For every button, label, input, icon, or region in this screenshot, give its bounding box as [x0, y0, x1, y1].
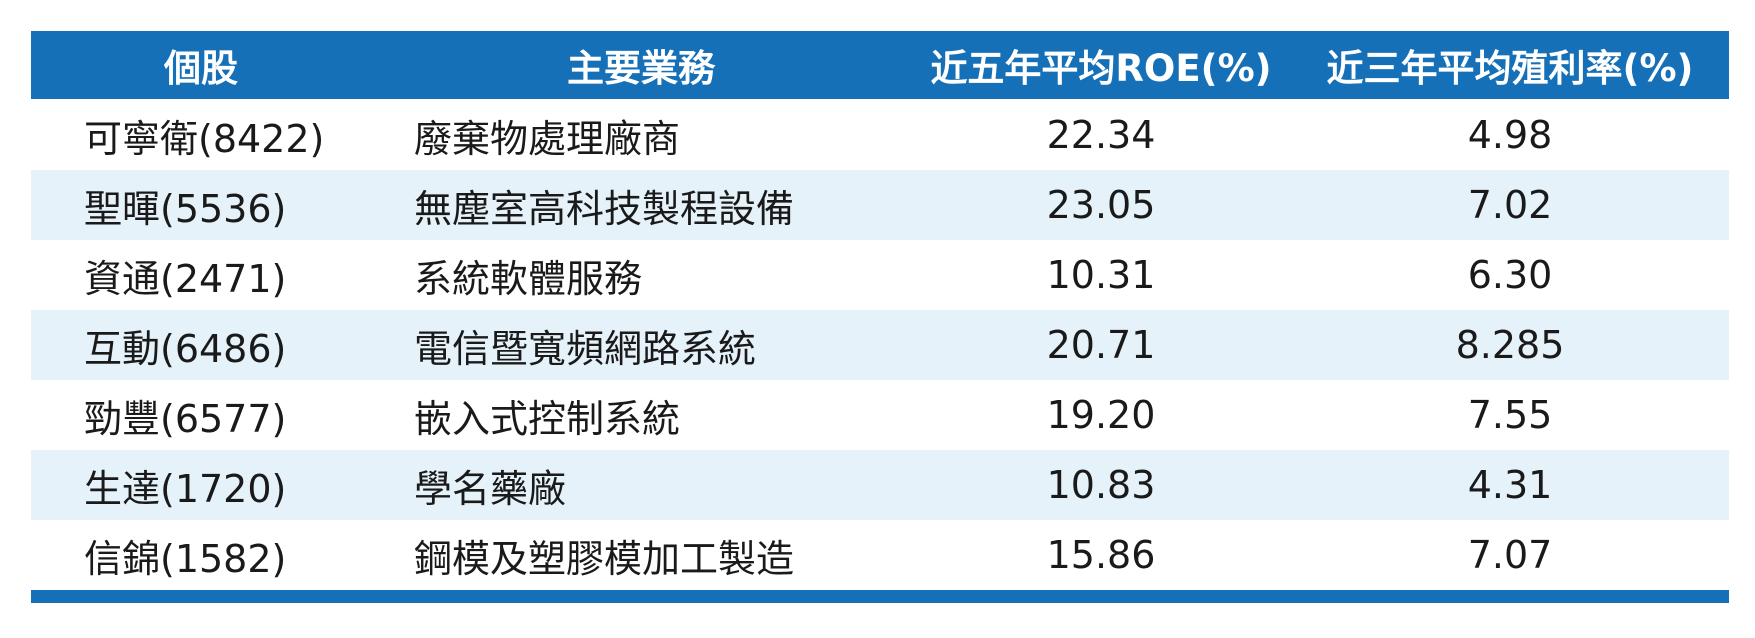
table-cell: 10.31 [1046, 253, 1156, 297]
header-cell: 近三年平均殖利率(%) [1326, 47, 1694, 90]
table-cell: 8.285 [1455, 323, 1565, 367]
table-cell: 嵌入式控制系統 [414, 396, 681, 441]
table-cell: 信錦(1582) [84, 536, 287, 581]
table-cell: 鋼模及塑膠模加工製造 [414, 536, 795, 581]
table-cell: 19.20 [1046, 393, 1156, 437]
table-cell: 7.02 [1467, 183, 1553, 227]
table-cell: 4.31 [1467, 463, 1553, 507]
header-cell: 個股 [164, 47, 238, 90]
header-cell: 主要業務 [567, 47, 715, 90]
table-cell: 聖暉(5536) [84, 186, 287, 231]
table-cell: 電信暨寬頻網路系統 [414, 326, 757, 371]
table-cell: 6.30 [1467, 253, 1553, 297]
table-cell: 廢棄物處理廠商 [414, 116, 681, 161]
table-cell: 7.55 [1467, 393, 1553, 437]
table-cell: 23.05 [1046, 183, 1156, 227]
table-body: 可寧衛(8422) 廢棄物處理廠商 22.34 4.98 聖暉(5536) 無塵室高科技製… [31, 100, 1729, 590]
table-cell: 20.71 [1046, 323, 1156, 367]
table-row: 資通(2471) 系統軟體服務 10.31 6.30 [31, 240, 1729, 310]
table-row: 生達(1720) 學名藥廠 10.83 4.31 [31, 450, 1729, 520]
table-cell: 4.98 [1467, 113, 1553, 157]
table-row: 互動(6486) 電信暨寬頻網路系統 20.71 8.285 [31, 310, 1729, 380]
table-cell: 資通(2471) [84, 256, 287, 301]
table-cell: 系統軟體服務 [414, 256, 643, 301]
table-row: 可寧衛(8422) 廢棄物處理廠商 22.34 4.98 [31, 100, 1729, 170]
table-cell: 生達(1720) [84, 466, 287, 511]
header-cell: 近五年平均ROE(%) [930, 47, 1272, 90]
table-cell: 10.83 [1046, 463, 1156, 507]
table-cell: 22.34 [1046, 113, 1156, 157]
table-cell: 15.86 [1046, 533, 1156, 577]
table-row: 勁豐(6577) 嵌入式控制系統 19.20 7.55 [31, 380, 1729, 450]
bottom-rule [31, 590, 1729, 603]
table-cell: 7.07 [1467, 533, 1553, 577]
table-cell: 可寧衛(8422) [84, 116, 325, 161]
table-header: 個股 主要業務 近五年平均ROE(%) 近三年平均殖利率(%) [31, 31, 1729, 99]
table: 個股 主要業務 近五年平均ROE(%) 近三年平均殖利率(%) 可寧衛(8422) 廢棄… [31, 31, 1729, 603]
table-cell: 勁豐(6577) [84, 396, 287, 441]
table-cell: 無塵室高科技製程設備 [414, 186, 795, 231]
table-cell: 互動(6486) [84, 326, 287, 371]
table-row: 信錦(1582) 鋼模及塑膠模加工製造 15.86 7.07 [31, 520, 1729, 590]
table-cell: 學名藥廠 [414, 466, 567, 511]
table-row: 聖暉(5536) 無塵室高科技製程設備 23.05 7.02 [31, 170, 1729, 240]
